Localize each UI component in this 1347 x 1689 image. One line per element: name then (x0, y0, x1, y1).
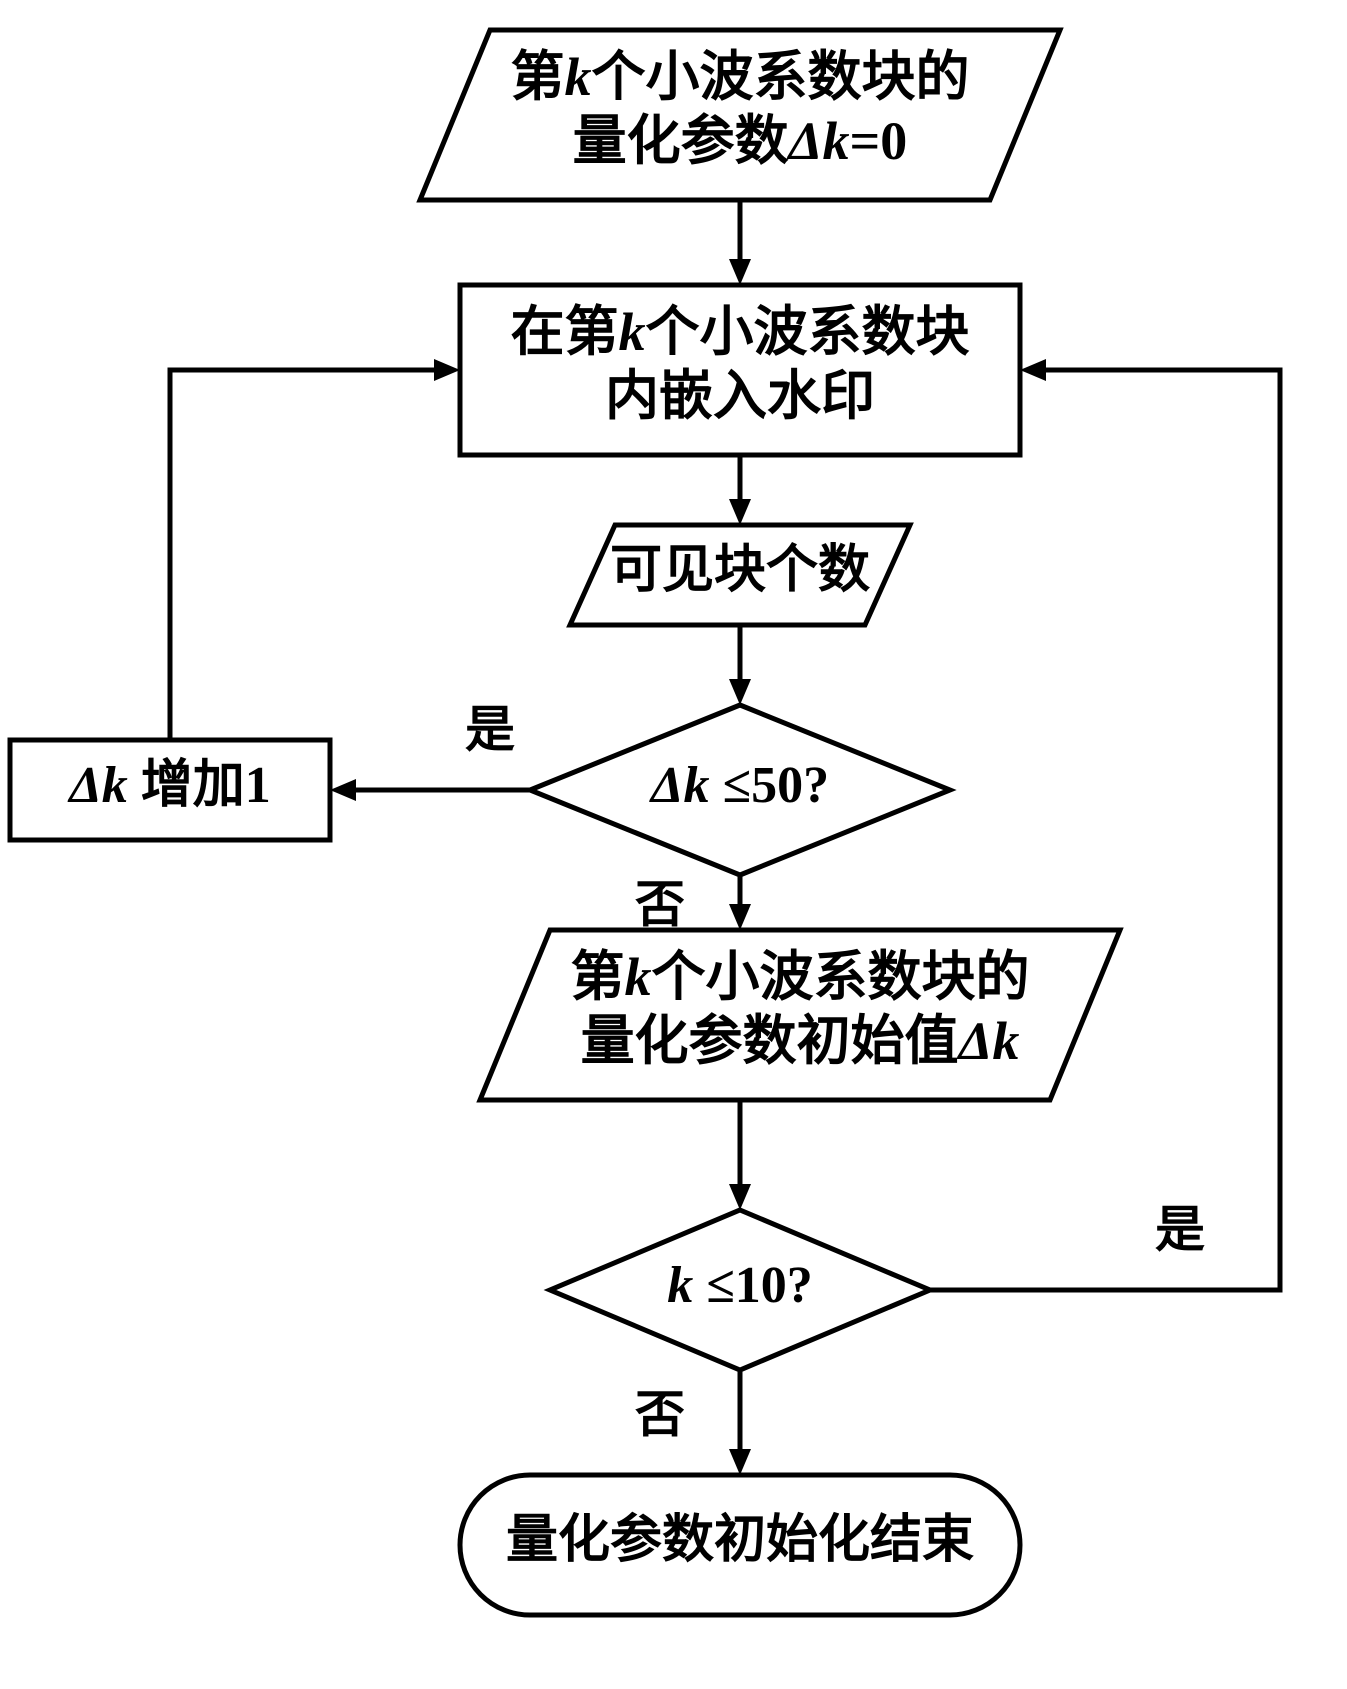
arrowhead (729, 1449, 751, 1475)
n6_out-label-line-0: 第k个小波系数块的 (571, 947, 1030, 1007)
e8_yes_right (930, 370, 1280, 1290)
arrowhead (729, 679, 751, 705)
arrowhead (330, 779, 356, 801)
n2_embed-label-line-1: 内嵌入水印 (605, 366, 875, 426)
n6_out-label-line-1: 量化参数初始值Δk (581, 1011, 1020, 1071)
arrowhead (729, 259, 751, 285)
e5_loop_left (170, 370, 434, 740)
arrowhead (729, 1184, 751, 1210)
n8_end-label: 量化参数初始化结束 (506, 1511, 974, 1569)
arrowhead (729, 499, 751, 525)
n4_d50-label: Δk ≤50? (649, 757, 829, 814)
n3_visible-label: 可见块个数 (610, 541, 870, 599)
arrowhead (729, 904, 751, 930)
n7_d10-label: k ≤10? (667, 1257, 813, 1314)
n1_init-label-line-0: 第k个小波系数块的 (511, 47, 970, 107)
arrowhead (434, 359, 460, 381)
n5_inc-label: Δk 增加1 (67, 756, 271, 814)
n2_embed-label-line-0: 在第k个小波系数块 (511, 302, 970, 362)
n3_visible-label-line-0: 可见块个数 (610, 541, 870, 599)
arrowhead (1020, 359, 1046, 381)
n8_end-label-line-0: 量化参数初始化结束 (506, 1511, 974, 1569)
n5_inc-label-line-0: Δk 增加1 (67, 756, 271, 814)
e6_no-label: 否 (635, 876, 685, 932)
n1_init-label-line-1: 量化参数Δk=0 (573, 111, 908, 171)
e8_yes_right-label: 是 (1155, 1201, 1205, 1257)
e9_no-label: 否 (635, 1386, 685, 1442)
n4_d50-label-line-0: Δk ≤50? (649, 757, 829, 814)
n7_d10-label-line-0: k ≤10? (667, 1257, 813, 1314)
e4_yes-label: 是 (465, 701, 515, 757)
